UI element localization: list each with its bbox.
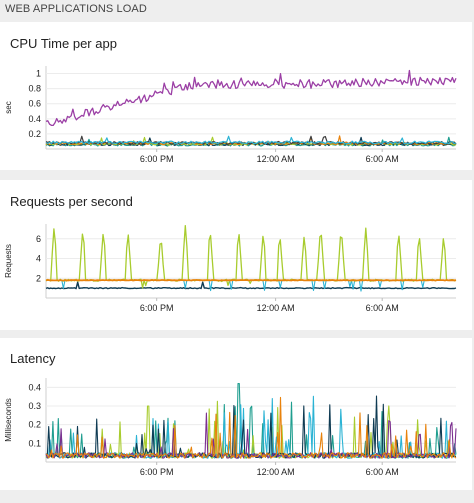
y-tick-label: 0.4 — [28, 382, 41, 392]
x-tick-label: 6:00 AM — [366, 467, 399, 477]
latency-chart-title: Latency — [10, 351, 56, 366]
x-tick-label: 6:00 PM — [140, 467, 174, 477]
cpu-chart: 1 0.8 0.6 0.4 0.2 6:00 PM 12:00 AM 6:00 AM sec — [4, 66, 457, 164]
cpu-chart-title: CPU Time per app — [10, 36, 117, 51]
y-tick-label: 0.6 — [28, 99, 41, 109]
y-tick-label: 4 — [36, 254, 41, 264]
requests-baseline-series-line — [45, 279, 456, 282]
cpu-panel: CPU Time per app 1 0.8 0.6 0.4 0.2 6:00 PM 12:… — [0, 22, 472, 170]
requests-chart-title: Requests per second — [10, 194, 133, 209]
y-axis-label: Milliseconds — [4, 398, 13, 442]
y-tick-label: 0.3 — [28, 401, 41, 411]
cpu-main-series-line — [45, 69, 457, 127]
requests-panel: Requests per second 6 4 2 6:00 PM 12:00 AM 6:… — [0, 180, 472, 330]
y-tick-label: 0.4 — [28, 114, 41, 124]
x-tick-label: 12:00 AM — [257, 303, 295, 313]
x-tick-label: 6:00 AM — [366, 154, 399, 164]
y-tick-label: 0.2 — [28, 420, 41, 430]
x-tick-label: 6:00 PM — [140, 154, 174, 164]
y-tick-label: 0.2 — [28, 129, 41, 139]
requests-chart: 6 4 2 6:00 PM 12:00 AM 6:00 AM Requests — [4, 224, 457, 313]
y-axis-label: sec — [4, 101, 13, 113]
x-tick-label: 6:00 AM — [366, 303, 399, 313]
y-axis-label: Requests — [4, 244, 13, 278]
y-tick-label: 6 — [36, 234, 41, 244]
x-tick-label: 12:00 AM — [257, 467, 295, 477]
dashboard-title: WEB APPLICATIONS LOAD — [5, 3, 147, 15]
x-tick-label: 6:00 PM — [140, 303, 174, 313]
y-tick-label: 2 — [36, 273, 41, 283]
cpu-series-line-5 — [45, 135, 457, 145]
requests-low-series-line — [45, 281, 457, 290]
x-tick-label: 12:00 AM — [257, 154, 295, 164]
y-tick-label: 0.1 — [28, 438, 41, 448]
latency-panel: Latency 0.4 0.3 0.2 0.1 6:00 PM 12:00 AM 6:00 … — [0, 338, 472, 490]
latency-series-line-5 — [45, 396, 457, 459]
latency-chart: 0.4 0.3 0.2 0.1 6:00 PM 12:00 AM 6:00 AM Millis… — [4, 378, 457, 477]
y-tick-label: 1 — [36, 69, 41, 79]
y-tick-label: 0.8 — [28, 84, 41, 94]
